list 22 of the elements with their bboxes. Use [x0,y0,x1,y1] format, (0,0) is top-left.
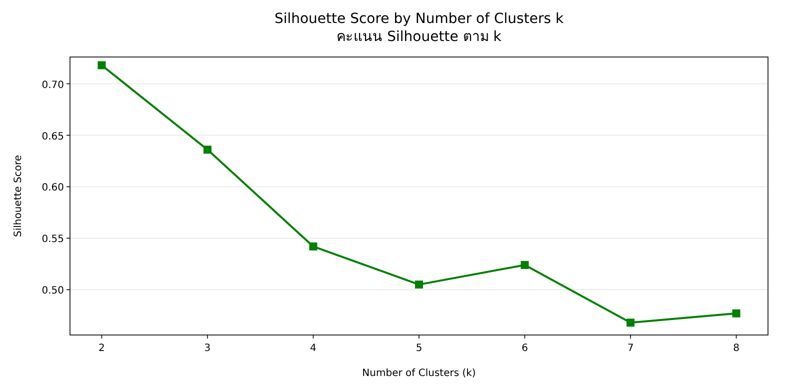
x-tick-label: 5 [416,343,422,354]
y-tick-label: 0.70 [42,80,64,91]
x-tick-label: 3 [204,343,211,354]
point [98,61,106,70]
y-axis-title: Silhouette Score [13,154,24,238]
y-tick-label: 0.60 [42,182,64,194]
point [626,318,635,327]
point [203,146,212,154]
y-tick-label: 0.50 [42,286,64,297]
y-tick-label: 0.55 [42,234,64,246]
y-tick-label: 0.65 [42,131,64,142]
x-axis-title: Number of Clusters (k) [362,368,476,379]
chart-title: Silhouette Score by Number of Clusters k คะแนน Silhouette ตาม k [274,11,564,45]
x-tick-label: 8 [733,343,740,354]
point [520,260,529,269]
point [732,309,740,318]
point [415,280,423,289]
x-tick-label: 2 [98,343,105,354]
x-tick-label: 4 [310,343,316,354]
x-tick-label: 7 [627,343,634,354]
x-tick-label: 6 [522,343,528,354]
point [309,242,318,250]
